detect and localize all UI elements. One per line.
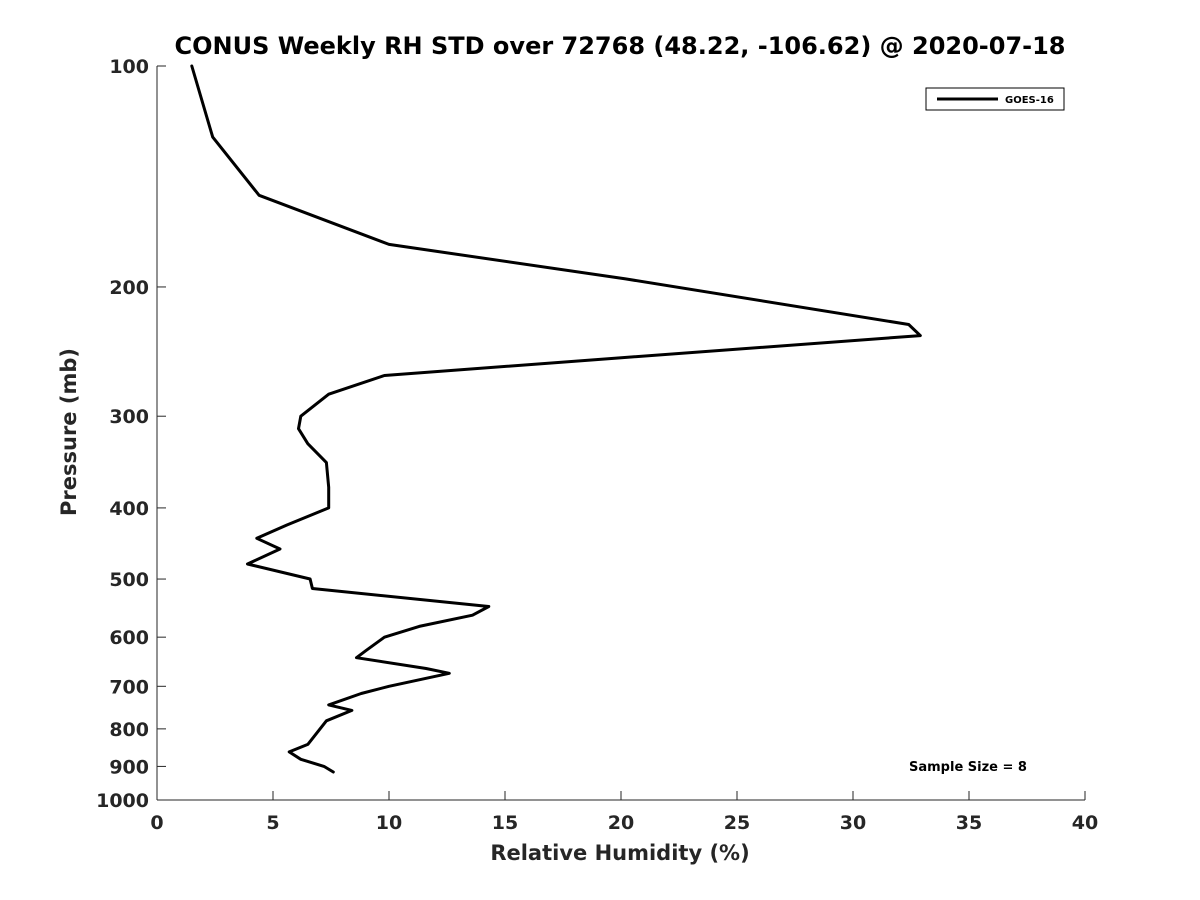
series-line-goes-16 (190, 64, 922, 774)
x-tick-label: 25 (724, 812, 750, 834)
y-tick-label: 400 (109, 498, 149, 520)
y-tick-label: 600 (109, 627, 149, 649)
x-tick-label: 10 (376, 812, 402, 834)
y-tick-label: 800 (109, 719, 149, 741)
y-tick-label: 500 (109, 569, 149, 591)
x-tick-label: 40 (1072, 812, 1098, 834)
sample-size-annotation: Sample Size = 8 (909, 760, 1027, 775)
y-axis-label: Pressure (mb) (57, 348, 81, 516)
chart-title: CONUS Weekly RH STD over 72768 (48.22, -… (174, 32, 1065, 60)
legend-label-goes-16: GOES-16 (1005, 95, 1054, 106)
x-tick-label: 35 (956, 812, 982, 834)
y-tick-label: 200 (109, 277, 149, 299)
y-tick-label: 1000 (96, 790, 149, 812)
x-axis-ticks: 0 5 10 15 20 25 30 35 40 (150, 791, 1098, 834)
x-tick-label: 15 (492, 812, 518, 834)
y-tick-label: 300 (109, 406, 149, 428)
y-tick-label: 900 (109, 756, 149, 778)
x-tick-label: 30 (840, 812, 866, 834)
y-axis-ticks: 100 200 300 400 500 600 700 800 900 1000 (96, 56, 166, 812)
y-tick-label: 700 (109, 676, 149, 698)
x-tick-label: 0 (150, 812, 163, 834)
axes (156, 66, 1085, 801)
y-tick-label: 100 (109, 56, 149, 78)
x-axis-label: Relative Humidity (%) (490, 841, 749, 865)
legend: GOES-16 (925, 87, 1065, 111)
x-tick-label: 5 (266, 812, 279, 834)
x-tick-label: 20 (608, 812, 634, 834)
series-layer (190, 64, 922, 774)
